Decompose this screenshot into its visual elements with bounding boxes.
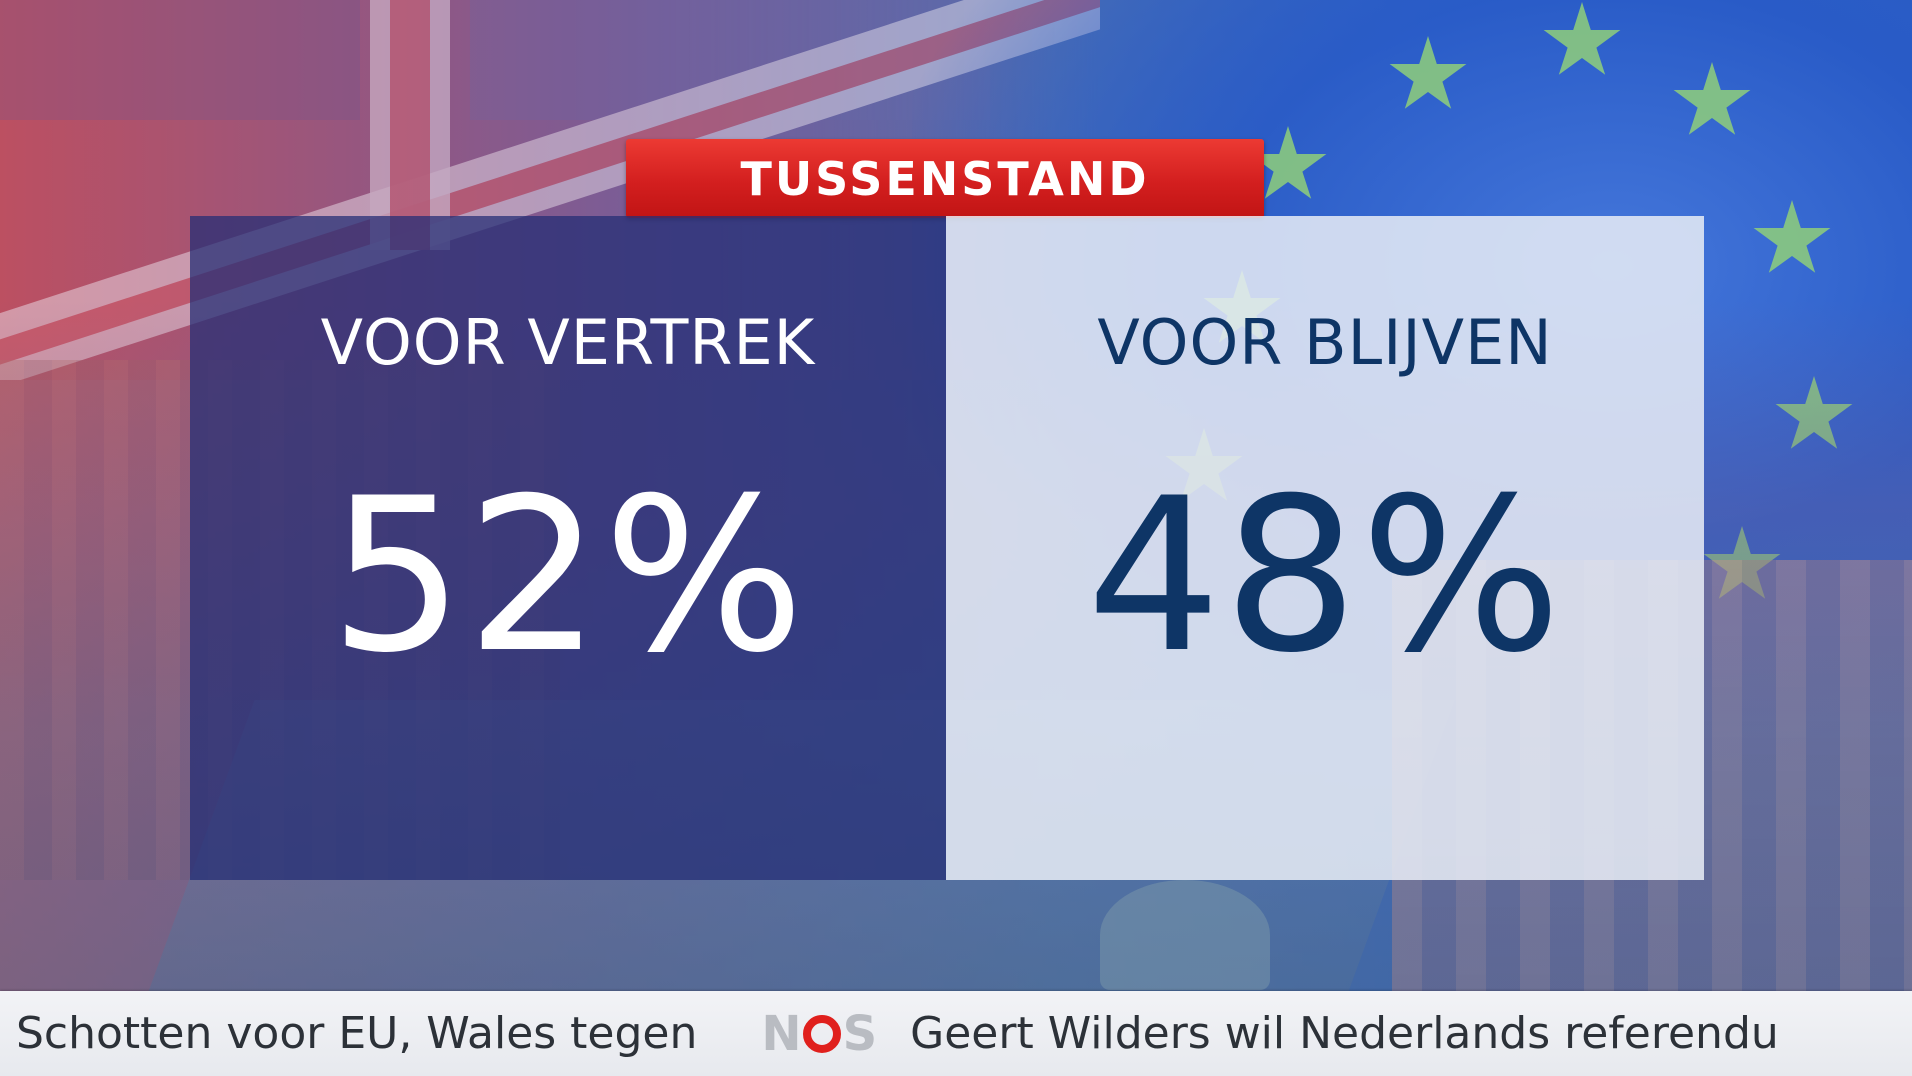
remain-label: VOOR BLIJVEN [1097,306,1553,379]
ticker-headline: Schotten voor EU, Wales tegen [16,1008,698,1059]
leave-result-panel: VOOR VERTREK 52% [190,216,946,880]
remain-percentage: 48% [1086,452,1564,699]
ticker-headline: Geert Wilders wil Nederlands referendu [910,1008,1779,1059]
eu-star-icon [1389,36,1467,109]
eu-star-icon [1543,2,1621,75]
interim-result-title: TUSSENSTAND [626,139,1264,218]
remain-result-panel: VOOR BLIJVEN 48% [946,216,1704,880]
eu-star-icon [1753,200,1831,273]
nos-logo-o-icon [802,1014,841,1053]
leave-label: VOOR VERTREK [320,306,816,379]
leave-percentage: 52% [329,452,807,699]
eu-star-icon [1673,62,1751,135]
